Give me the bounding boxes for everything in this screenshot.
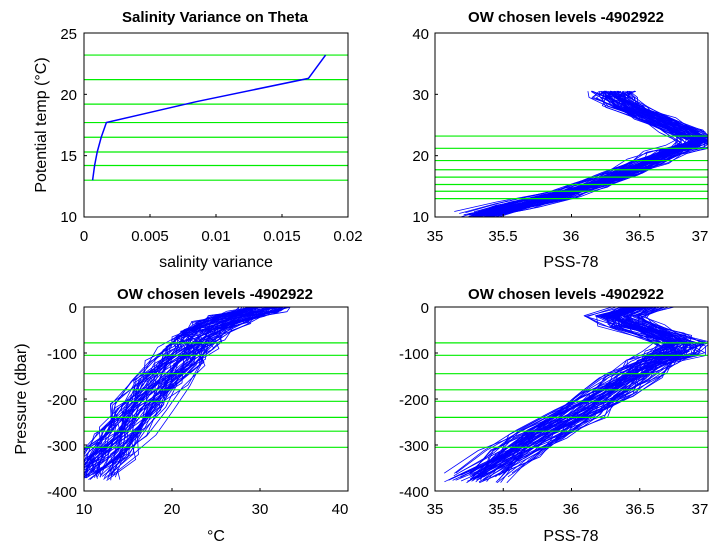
profile-line [488,90,708,213]
x-axis-label: PSS-78 [543,528,598,545]
y-tick-label: -100 [47,346,77,363]
y-tick-label: 25 [60,26,77,43]
x-tick-label: 0.015 [263,228,301,245]
profile-line [495,307,699,483]
profile-line [90,307,272,479]
y-axis-label: Pressure (dbar) [13,343,30,454]
profile-line [450,307,660,480]
profile-line [84,307,266,470]
x-tick-label: 20 [164,501,181,518]
x-tick-label: 35.5 [488,228,517,245]
chart-title: OW chosen levels -4902922 [468,286,664,303]
y-tick-label: -200 [47,392,77,409]
profile-line [453,307,675,477]
x-axis-label: °C [207,528,225,545]
axes-frame [434,306,709,492]
x-tick-label: 36.5 [625,501,654,518]
y-ticks: 0 -100 -200 -300 -400 [399,300,429,501]
profile-line [84,307,254,479]
x-tick-label: 36 [563,501,580,518]
profile-line [480,91,708,217]
profile-line [84,307,255,461]
y-tick-label: 40 [412,26,429,43]
chart-title: Salinity Variance on Theta [122,9,309,26]
y-tick-label: -100 [399,346,429,363]
profile-line [84,307,249,456]
profile-line [103,307,289,480]
profile-line [477,91,695,217]
profile-line [506,307,706,484]
variance-line [91,54,327,181]
y-ticks: 10 15 20 25 [60,26,77,226]
profile-line [444,307,666,483]
x-tick-label: 35.5 [488,501,517,518]
y-tick-label: -300 [47,438,77,455]
x-ticks: 35 35.5 36 36.5 37 [427,501,709,518]
x-tick-label: 36 [563,228,580,245]
profile-line [114,307,279,480]
x-tick-label: 0.02 [333,228,362,245]
profile-line [479,307,682,473]
y-tick-label: 10 [412,209,429,226]
profile-line [490,91,708,217]
profile-line [475,90,687,216]
profile-line [479,307,699,484]
panel-salinity-theta: OW chosen levels -4902922 35 35.5 36 36.… [412,9,709,271]
x-tick-label: 37 [692,501,709,518]
x-ticks: 0 0.005 0.01 0.015 0.02 [80,228,363,245]
x-tick-label: 35 [427,228,444,245]
profile-line [453,307,668,474]
y-ticks: 10 20 30 40 [412,26,429,226]
panel-temperature-pressure: OW chosen levels -4902922 10 20 30 40 0 … [13,286,349,545]
x-tick-label: 35 [427,501,444,518]
x-tick-label: 30 [252,501,269,518]
plot-area [434,306,709,492]
x-axis-label: salinity variance [159,254,273,271]
y-tick-label: 20 [412,148,429,165]
y-axis-label: Potential temp (°C) [33,57,50,192]
x-axis-label: PSS-78 [543,254,598,271]
chart-title: OW chosen levels -4902922 [468,9,664,26]
y-tick-label: -200 [399,392,429,409]
y-tick-label: 20 [60,87,77,104]
profile-bundle [84,307,291,481]
profile-line [85,307,259,470]
profile-line [511,307,708,474]
axes-frame [83,32,349,218]
profile-bundle [443,307,708,484]
x-ticks: 10 20 30 40 [76,501,349,518]
x-tick-label: 40 [332,501,349,518]
y-tick-label: 30 [412,87,429,104]
y-tick-label: 15 [60,148,77,165]
y-ticks: 0 -100 -200 -300 -400 [47,300,77,501]
y-tick-label: 0 [69,300,77,317]
y-tick-label: 0 [421,300,429,317]
panel-salinity-variance: Salinity Variance on Theta 0 0.005 0.01 … [33,9,363,271]
profile-bundle [454,90,708,217]
plot-area [83,306,349,492]
y-tick-label: -300 [399,438,429,455]
plot-area [83,32,349,218]
profile-line [469,307,672,481]
profile-line [475,307,659,483]
profile-line [469,307,668,480]
panel-salinity-pressure: OW chosen levels -4902922 35 35.5 36 36.… [399,286,709,545]
x-tick-label: 10 [76,501,93,518]
x-tick-label: 36.5 [625,228,654,245]
x-tick-label: 37 [692,228,709,245]
profile-line [84,307,259,462]
y-tick-label: -400 [399,484,429,501]
plot-area [434,32,709,218]
profile-line [469,307,672,477]
axes-frame [434,32,709,218]
x-ticks: 35 35.5 36 36.5 37 [427,228,709,245]
x-tick-label: 0.005 [131,228,169,245]
chart-title: OW chosen levels -4902922 [117,286,313,303]
x-tick-label: 0 [80,228,88,245]
y-tick-label: 10 [60,209,77,226]
x-tick-label: 0.01 [201,228,230,245]
axes-frame [83,306,349,492]
y-tick-label: -400 [47,484,77,501]
